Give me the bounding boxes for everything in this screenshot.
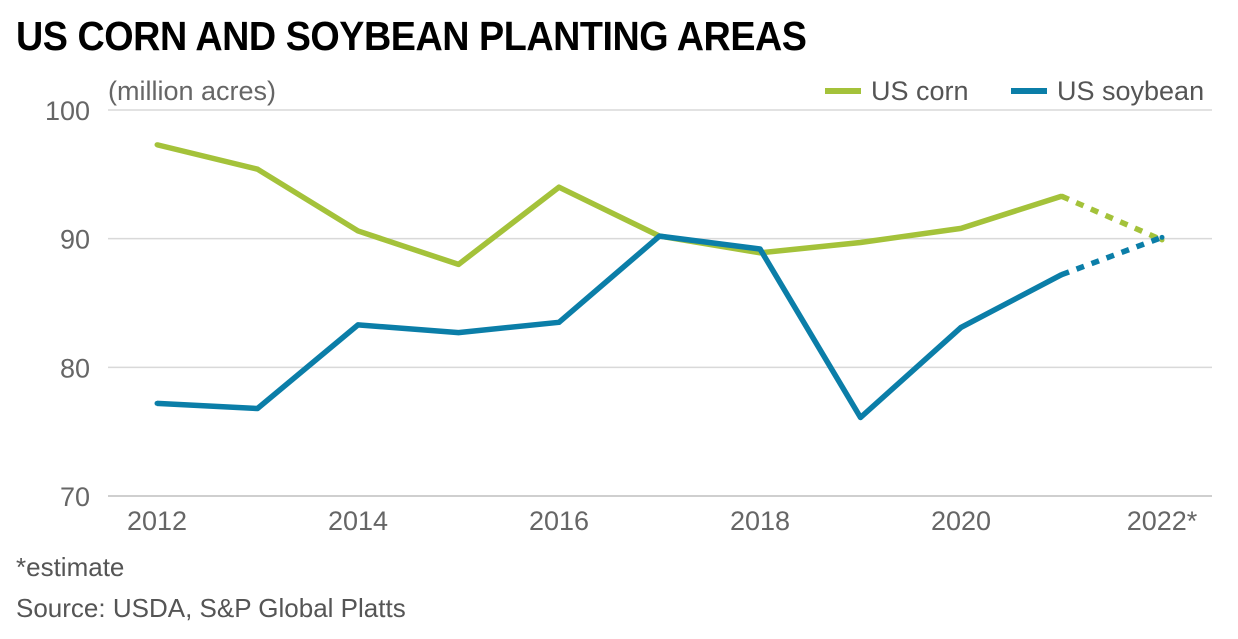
estimate-note: *estimate (16, 552, 125, 582)
us-soybean-point (858, 415, 863, 421)
us-corn-point (958, 225, 964, 231)
us-corn-point (154, 142, 160, 148)
us-soybean-point (1059, 272, 1064, 278)
x-tick-label: 2020 (931, 506, 991, 536)
us-soybean-legend-label: US soybean (1057, 76, 1204, 106)
y-unit-label: (million acres) (108, 76, 276, 106)
source-note: Source: USDA, S&P Global Platts (16, 593, 406, 623)
us-soybean-point (355, 322, 361, 328)
us-corn-point (355, 228, 361, 234)
x-axis-ticks: 2012 2014 2016 2018 2020 2022* (127, 506, 1198, 536)
us-corn-point (255, 166, 260, 172)
us-corn-legend-label: US corn (871, 76, 969, 106)
us-soybean-point (657, 233, 662, 239)
us-corn-estimate-line (1060, 193, 1164, 243)
x-tick-label: 2014 (328, 506, 388, 536)
y-tick-label: 90 (60, 225, 90, 255)
us-soybean-point (456, 330, 461, 336)
us-soybean-point (556, 319, 562, 325)
us-corn-point (1059, 193, 1064, 199)
y-tick-label: 100 (45, 96, 90, 126)
x-tick-label: 2016 (529, 506, 589, 536)
y-tick-label: 70 (60, 482, 90, 512)
us-soybean-estimate-line (1060, 234, 1163, 278)
us-corn-point (556, 184, 562, 190)
x-tick-label: 2018 (730, 506, 790, 536)
us-soybean-point (958, 324, 964, 330)
y-axis-ticks: 70 80 90 100 (45, 96, 90, 512)
legend: US corn US soybean (825, 76, 1204, 106)
us-corn-line (156, 142, 1063, 268)
x-tick-label: 2022* (1127, 506, 1198, 536)
us-soybean-point (255, 406, 260, 412)
us-corn-point (456, 261, 461, 267)
gridlines (108, 109, 1212, 497)
chart-title: US CORN AND SOYBEAN PLANTING AREAS (16, 13, 807, 59)
series-lines (154, 142, 1165, 421)
us-soybean-point (757, 246, 763, 252)
x-tick-label: 2012 (127, 506, 187, 536)
us-soybean-point (154, 400, 160, 406)
us-soybean-point (1159, 234, 1165, 240)
y-tick-label: 80 (60, 353, 90, 383)
us-soybean-line (156, 233, 1063, 421)
us-corn-point (858, 240, 863, 246)
